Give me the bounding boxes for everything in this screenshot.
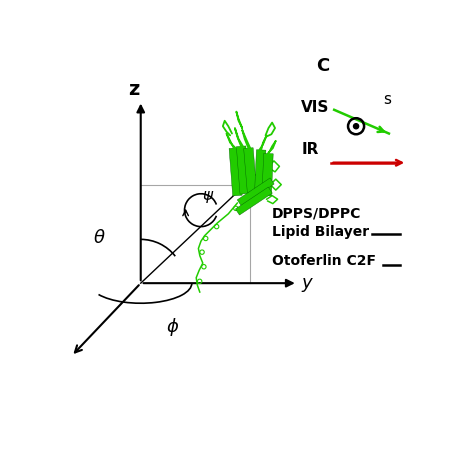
Text: DPPS/DPPC: DPPS/DPPC bbox=[272, 207, 362, 220]
Text: θ: θ bbox=[93, 229, 104, 247]
Text: ϕ: ϕ bbox=[166, 319, 178, 337]
Text: s: s bbox=[383, 92, 392, 107]
Polygon shape bbox=[255, 150, 266, 192]
Text: Lipid Bilayer: Lipid Bilayer bbox=[272, 225, 369, 239]
Text: z: z bbox=[128, 80, 139, 99]
Text: y: y bbox=[301, 273, 312, 292]
Polygon shape bbox=[237, 178, 274, 206]
Text: VIS: VIS bbox=[301, 100, 330, 115]
Text: ψ: ψ bbox=[203, 188, 213, 203]
Text: IR: IR bbox=[301, 142, 319, 156]
Circle shape bbox=[354, 124, 359, 129]
Polygon shape bbox=[237, 146, 249, 194]
Text: Otoferlin C2F: Otoferlin C2F bbox=[272, 254, 376, 268]
Polygon shape bbox=[229, 148, 242, 196]
Text: C: C bbox=[317, 57, 330, 75]
Polygon shape bbox=[244, 148, 257, 192]
Polygon shape bbox=[236, 187, 273, 215]
Polygon shape bbox=[262, 154, 273, 196]
